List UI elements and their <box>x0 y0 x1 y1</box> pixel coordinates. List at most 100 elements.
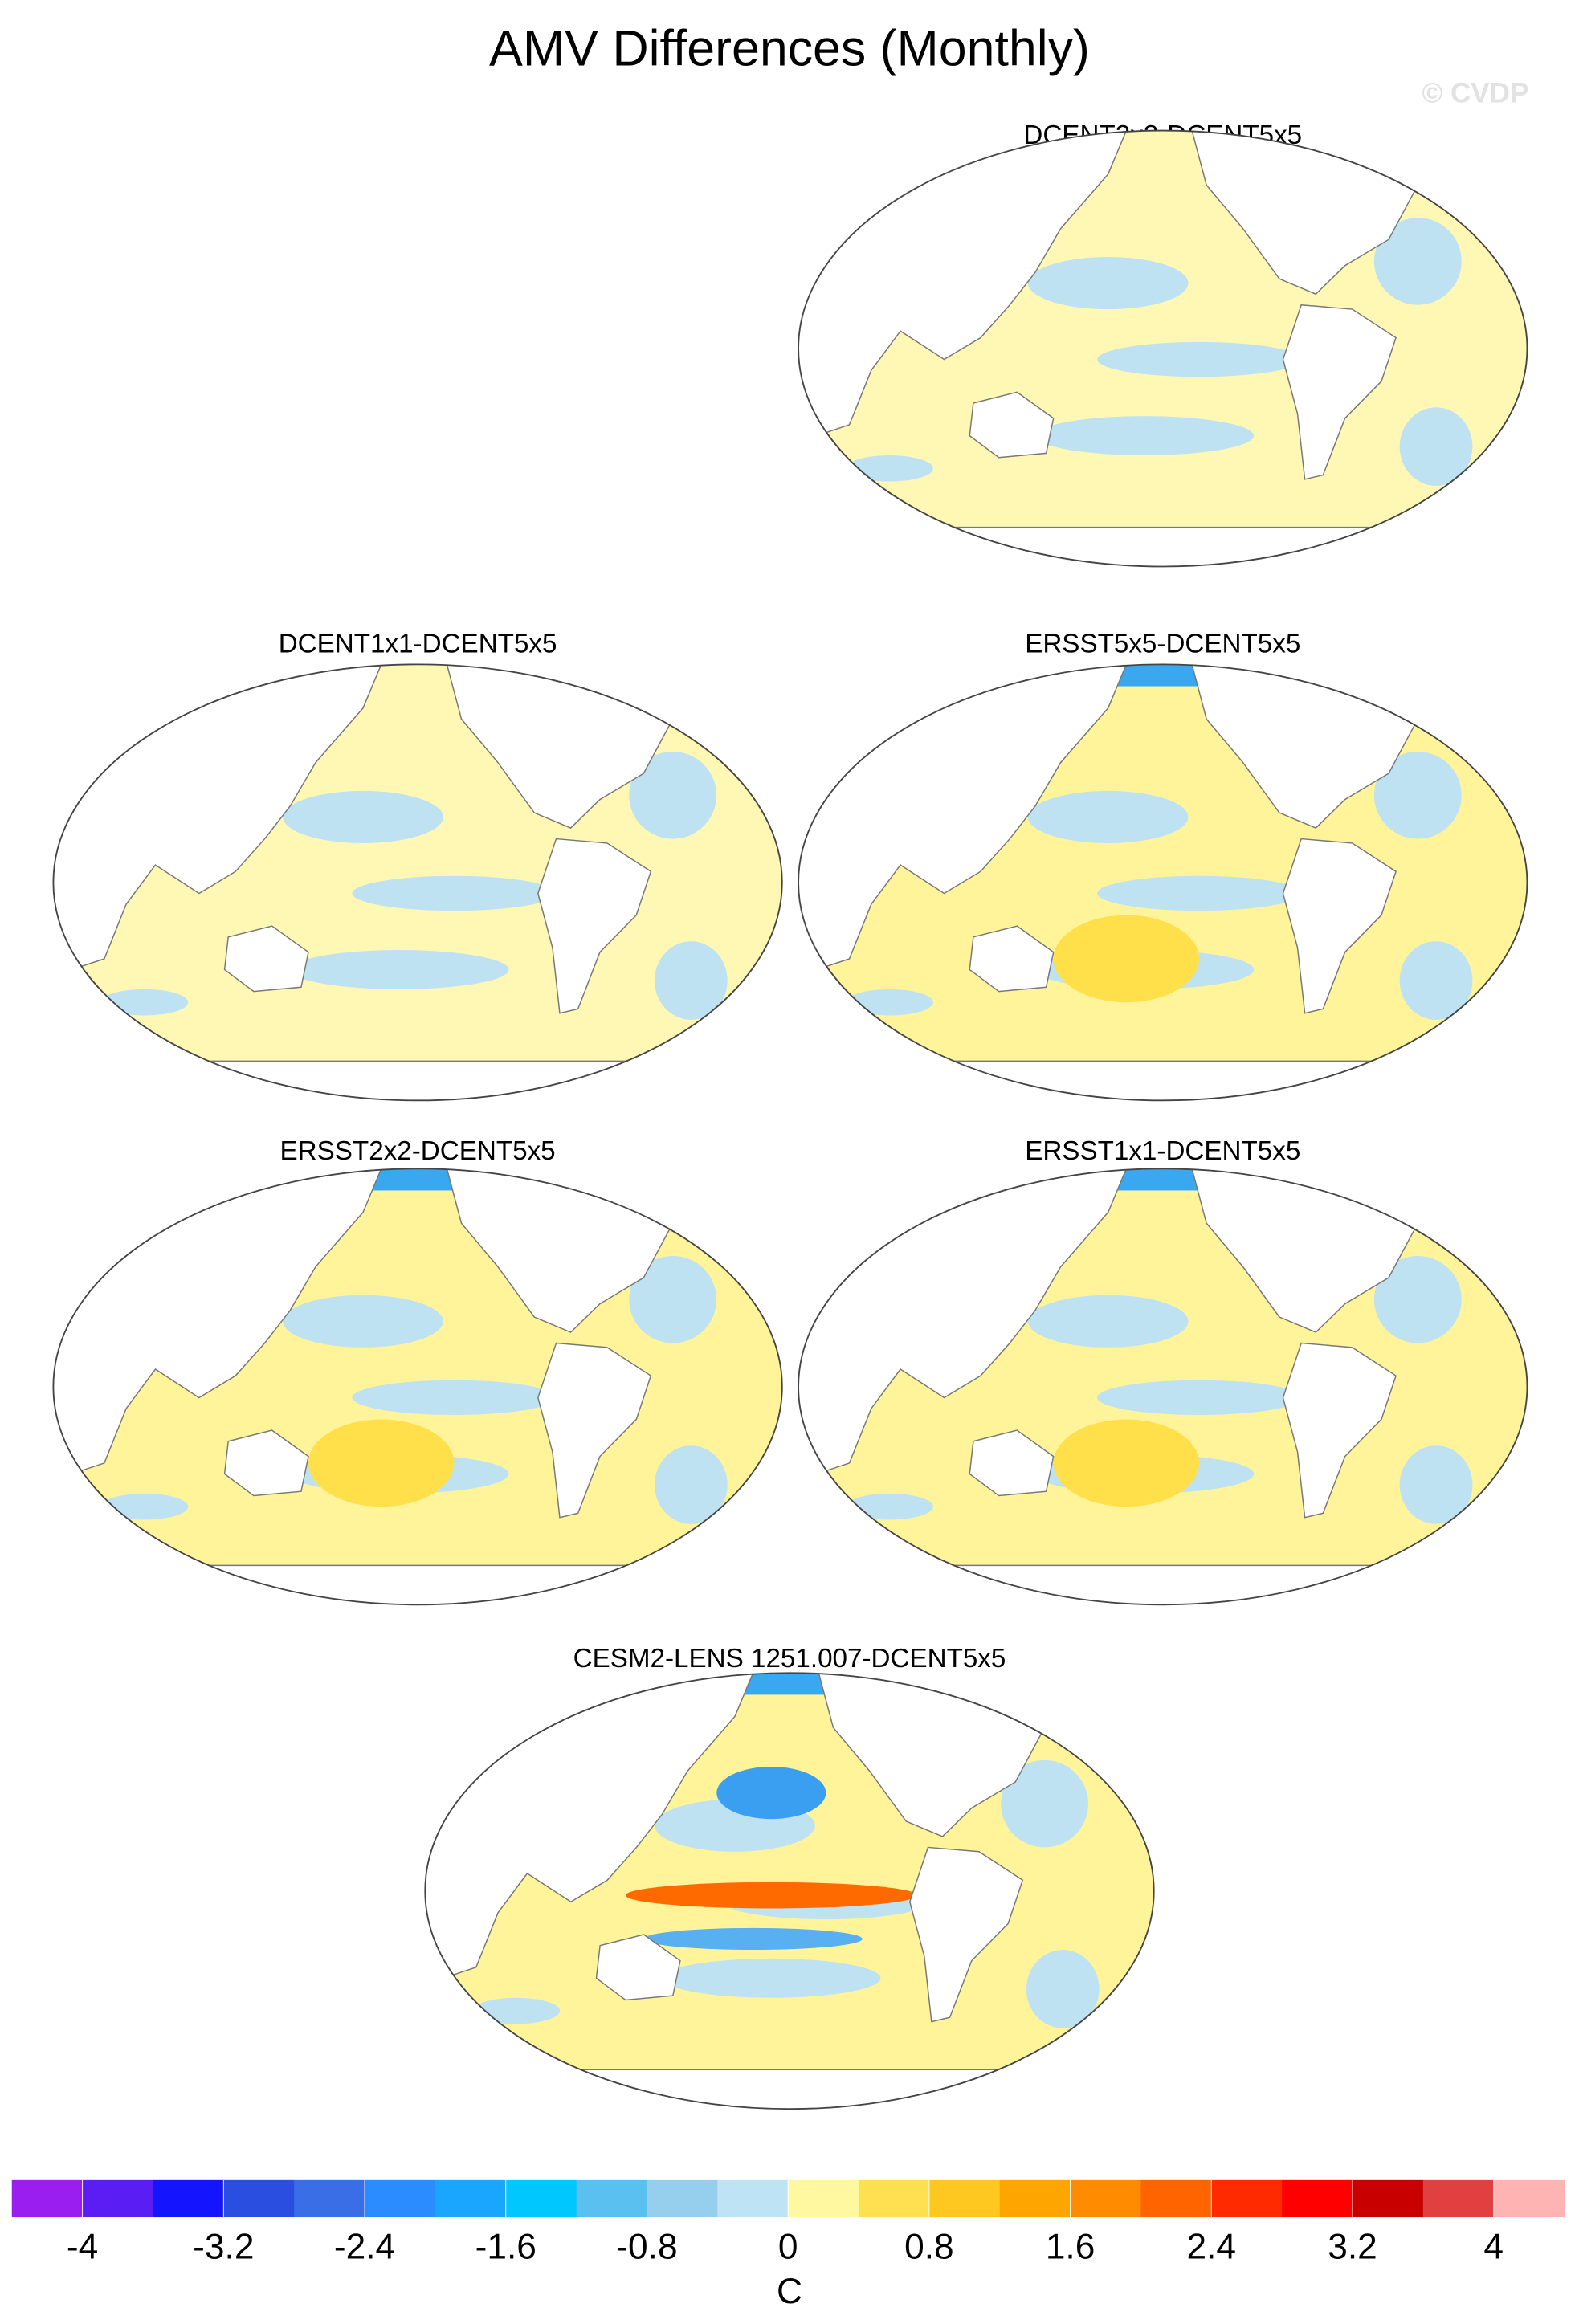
colorbar-box <box>1070 2179 1141 2218</box>
land <box>425 2069 1154 2110</box>
colorbar-box <box>505 2179 577 2218</box>
map-border <box>52 663 783 1102</box>
colorbar-box <box>153 2179 224 2218</box>
colorbar-box <box>647 2179 718 2218</box>
anomaly <box>629 751 717 839</box>
map-border <box>798 663 1528 1102</box>
anomaly <box>290 950 509 989</box>
watermark: © CVDP <box>1422 77 1528 108</box>
map-panel: ERSST2x2-DCENT5x5 <box>52 1136 783 1606</box>
map-border <box>424 1672 1155 2110</box>
land <box>53 1060 782 1101</box>
map-field <box>798 130 1528 567</box>
map-border <box>52 1168 783 1606</box>
colorbar-box <box>1211 2179 1283 2218</box>
anomaly <box>1399 407 1473 487</box>
colorbar-label: 2.4 <box>1187 2228 1237 2267</box>
anomaly <box>846 455 933 482</box>
anomaly <box>1399 1445 1473 1524</box>
map-panel: ERSST5x5-DCENT5x5 <box>798 630 1528 1102</box>
anomaly <box>352 1380 557 1416</box>
anomaly <box>472 1997 561 2024</box>
land <box>53 1564 782 1605</box>
anomaly <box>643 1927 863 1951</box>
panel-title: ERSST5x5-DCENT5x5 <box>1025 630 1300 659</box>
land <box>537 1342 652 1519</box>
anomaly <box>1026 1950 1100 2028</box>
colorbar-box <box>928 2179 1001 2218</box>
anomaly <box>1097 341 1302 377</box>
anomaly <box>654 941 728 1020</box>
panel-title: CESM2-LENS 1251.007-DCENT5x5 <box>573 1644 1006 1674</box>
colorbar-box <box>1493 2179 1565 2218</box>
colorbar-box <box>294 2179 365 2218</box>
anomaly <box>1097 1380 1302 1416</box>
colorbar-box <box>1140 2179 1212 2218</box>
anomaly <box>1097 875 1302 911</box>
anomaly <box>846 1493 933 1520</box>
anomaly <box>1373 751 1462 839</box>
anomaly <box>1373 1255 1462 1343</box>
land <box>1282 838 1397 1014</box>
colorbar-label: -4 <box>67 2228 98 2267</box>
anomaly <box>100 1493 189 1520</box>
anomaly <box>1001 1759 1089 1848</box>
anomaly <box>716 1766 826 1820</box>
land <box>969 925 1055 993</box>
map-panel: CESM2-LENS 1251.007-DCENT5x5 <box>424 1644 1155 2110</box>
colorbar-box <box>82 2179 154 2218</box>
anomaly <box>1399 941 1473 1020</box>
land <box>908 1846 1024 2023</box>
colorbar-box <box>788 2179 859 2218</box>
anomaly <box>654 1445 728 1524</box>
map-panel: DCENT2x2-DCENT5x5 <box>798 120 1528 568</box>
anomaly <box>846 989 933 1016</box>
anomaly <box>1027 1295 1189 1348</box>
land <box>1282 1342 1397 1519</box>
anomaly <box>625 1882 917 1909</box>
map-panel: DCENT1x1-DCENT5x5 <box>52 630 783 1102</box>
anomaly <box>629 1255 717 1343</box>
anomaly <box>283 1295 443 1348</box>
anomaly <box>662 1958 881 1998</box>
panel-title: ERSST1x1-DCENT5x5 <box>1025 1136 1300 1166</box>
colorbar-box <box>1352 2179 1424 2218</box>
colorbar-box <box>223 2179 295 2218</box>
map-panel: ERSST1x1-DCENT5x5 <box>798 1136 1528 1606</box>
land <box>798 526 1528 567</box>
colorbar-box <box>859 2179 930 2218</box>
map-field <box>425 1673 1154 2110</box>
anomaly <box>352 875 557 911</box>
land <box>798 1564 1528 1605</box>
colorbar-label: -0.8 <box>616 2228 677 2267</box>
figure-title: AMV Differences (Monthly) <box>489 20 1090 76</box>
colorbar-label: 4 <box>1483 2228 1504 2267</box>
colorbar-label: -3.2 <box>193 2228 254 2267</box>
colorbar-box <box>11 2179 84 2218</box>
land <box>798 1060 1528 1101</box>
map-field <box>53 664 782 1101</box>
colorbar-label: -1.6 <box>475 2228 537 2267</box>
anomaly <box>1027 790 1189 844</box>
map-field <box>53 1168 782 1605</box>
land <box>223 925 309 993</box>
colorbar-label: 1.6 <box>1046 2228 1096 2267</box>
map-border <box>798 129 1528 568</box>
land <box>969 1429 1055 1497</box>
colorbar-box <box>435 2179 507 2218</box>
anomaly <box>1373 218 1462 305</box>
colorbar-box <box>365 2179 436 2218</box>
anomaly <box>1053 915 1200 1003</box>
land <box>537 838 652 1014</box>
colorbar-unit: C <box>777 2272 802 2311</box>
colorbar-label: -2.4 <box>334 2228 395 2267</box>
anomaly <box>1034 416 1255 456</box>
land <box>969 391 1055 459</box>
anomaly <box>283 790 443 844</box>
anomaly <box>1053 1419 1200 1507</box>
colorbar-box <box>999 2179 1071 2218</box>
colorbar-box <box>1422 2179 1495 2218</box>
land <box>1282 304 1397 480</box>
colorbar-label: 0.8 <box>904 2228 954 2267</box>
